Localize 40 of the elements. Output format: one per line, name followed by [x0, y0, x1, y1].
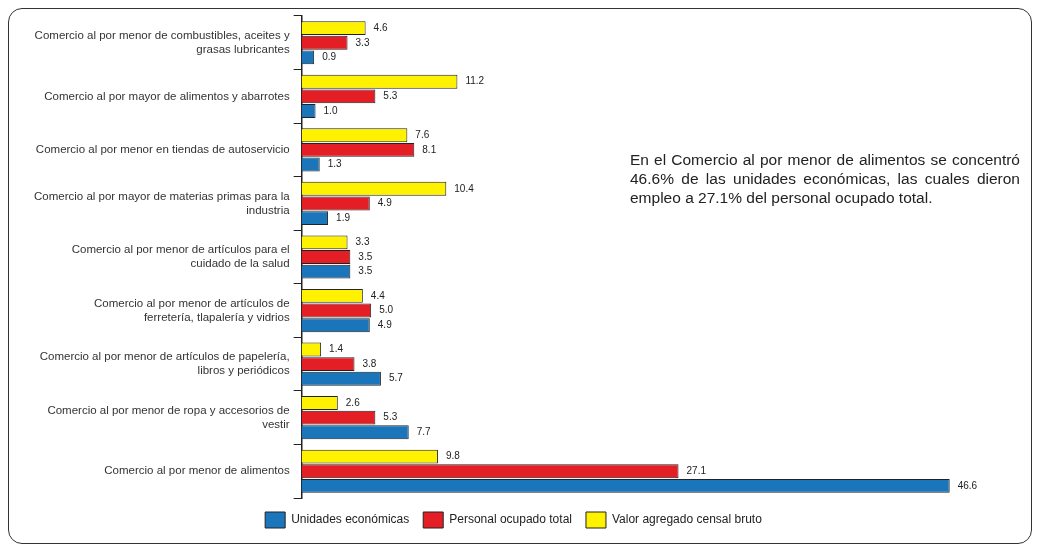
data-label: 4.9 [377, 318, 393, 330]
data-label: 1.9 [336, 211, 351, 223]
y-tick-label: Comercio al por menor de artículos de papelería, libros y periódicos [39, 350, 290, 377]
y-tick-label: Comercio al por mayor de materias primas para la industria [33, 189, 291, 216]
data-label: 1.3 [327, 158, 343, 170]
data-label: 4.9 [377, 197, 393, 209]
data-label: 4.6 [373, 21, 388, 33]
data-label: 3.5 [358, 250, 373, 262]
data-label: 4.4 [370, 289, 386, 301]
data-label: 5.7 [388, 372, 404, 384]
data-label: 9.8 [445, 450, 461, 462]
data-label: 7.7 [416, 426, 432, 438]
data-label: 10.4 [454, 182, 475, 194]
data-label: 8.1 [422, 143, 437, 155]
data-label: 1.4 [329, 343, 344, 355]
y-tick-label: Comercio al por menor de alimentos [104, 464, 290, 477]
y-tick-label: Comercio al por mayor de alimentos y abarrotes [44, 89, 290, 102]
y-tick-label: Comercio al por menor de ropa y accesorios de vestir [47, 403, 290, 430]
legend-label: Unidades económicas [291, 512, 410, 527]
data-label: 5.0 [379, 304, 394, 316]
y-tick-label: Comercio al por menor en tiendas de autoservicio [35, 143, 290, 156]
y-tick-label: Comercio al por menor de combustibles, aceites y grasas lubricantes [34, 29, 290, 55]
data-label: 11.2 [465, 75, 485, 87]
data-label: 1.0 [323, 104, 338, 116]
data-label: 2.6 [345, 396, 361, 408]
legend-label: Personal ocupado total [449, 512, 572, 527]
y-tick-label: Comercio al por menor de artículos para el cuidado de la salud [71, 243, 290, 270]
y-tick-label: Comercio al por menor de artículos de ferretería, tlapalería y vidrios [94, 296, 290, 323]
data-label: 7.6 [415, 129, 430, 140]
data-label: 3.3 [355, 236, 370, 248]
data-label: 27.1 [686, 464, 707, 476]
legend-label: Valor agregado censal bruto [611, 512, 763, 527]
data-label: 5.3 [383, 90, 398, 102]
data-label: 0.9 [322, 51, 337, 63]
data-label: 3.3 [355, 36, 370, 48]
data-label: 3.5 [358, 265, 373, 277]
data-label: 3.8 [362, 357, 377, 369]
data-label: 46.6 [957, 479, 978, 491]
annotation: En el Comercio al por menor de alimentos se concentró 46.6% de las unidades económicas, las cuales dieron empleo a 27.1% del personal ocupado total. [630, 150, 1020, 207]
data-label: 5.3 [383, 411, 398, 423]
